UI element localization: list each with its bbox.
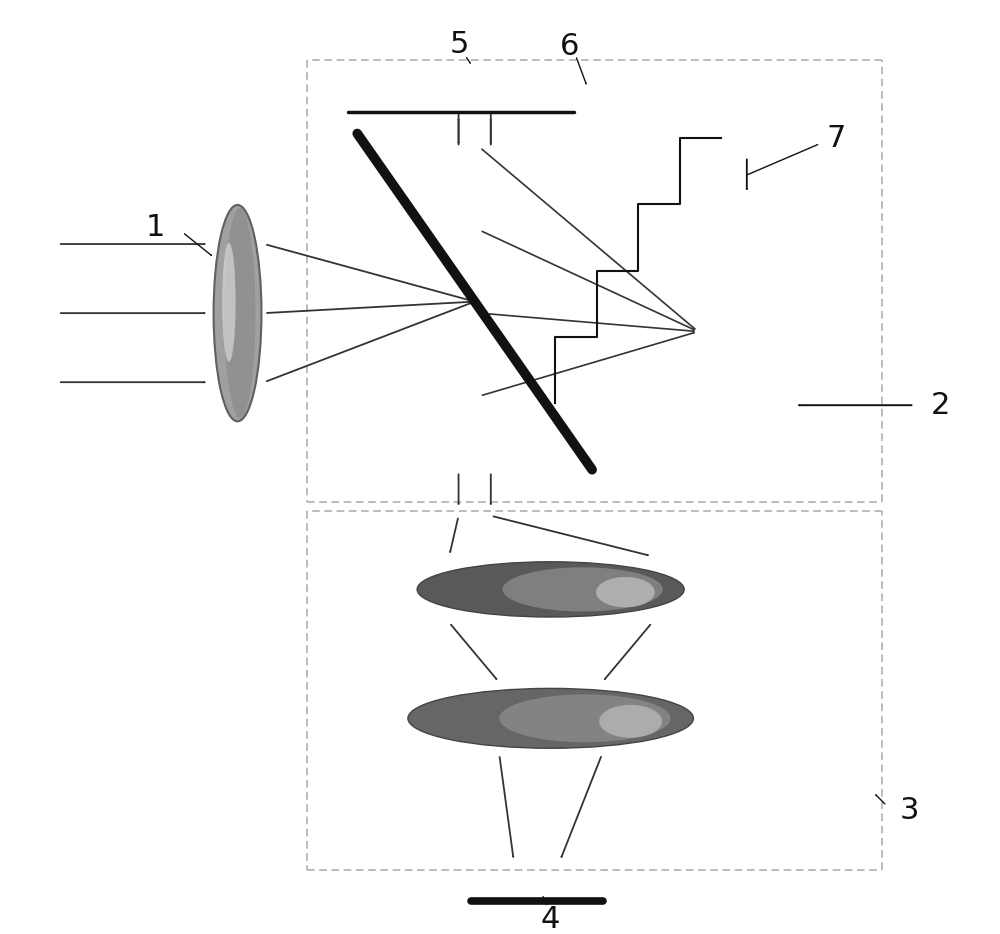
Text: 7: 7 — [826, 123, 846, 152]
Ellipse shape — [499, 694, 671, 743]
Text: 1: 1 — [146, 213, 165, 242]
Ellipse shape — [224, 208, 255, 418]
Text: 6: 6 — [560, 32, 580, 61]
Ellipse shape — [214, 205, 261, 421]
Ellipse shape — [222, 243, 236, 361]
Ellipse shape — [408, 688, 693, 748]
Ellipse shape — [503, 567, 663, 612]
Ellipse shape — [599, 705, 662, 738]
Ellipse shape — [596, 577, 655, 607]
Text: 5: 5 — [450, 30, 469, 59]
Ellipse shape — [417, 561, 684, 617]
Text: 2: 2 — [931, 390, 950, 419]
Text: 3: 3 — [900, 796, 920, 825]
Text: 4: 4 — [541, 905, 560, 934]
